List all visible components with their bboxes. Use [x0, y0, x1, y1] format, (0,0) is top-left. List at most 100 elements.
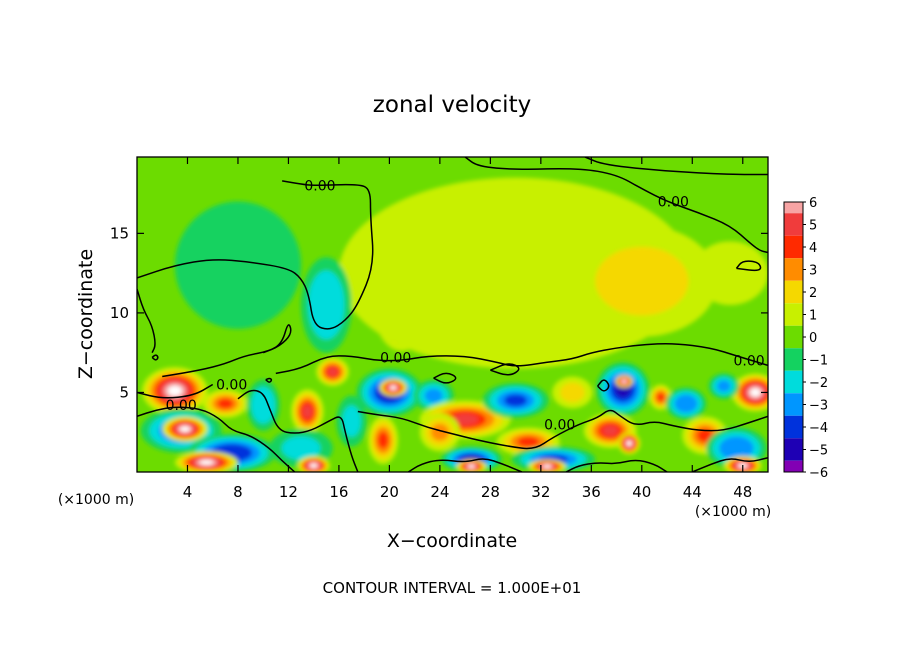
field-blob-21-level-5	[452, 414, 479, 425]
field-blob-5-level-7	[167, 385, 182, 396]
colorbar-swatch	[784, 258, 803, 281]
contour-label-3: 0.00	[733, 354, 764, 370]
field-blob-33-level-7	[626, 441, 632, 446]
contour-line-14	[490, 363, 520, 376]
field-blob-37-level-4	[725, 440, 747, 456]
contour-label-5: 0.00	[166, 398, 197, 414]
y-tick-label: 15	[110, 224, 129, 242]
colorbar-swatch	[784, 460, 803, 472]
field-blob-12-level-5	[302, 405, 313, 418]
contour-line-3	[584, 157, 768, 176]
colorbar-label: −2	[809, 376, 828, 391]
colorbar-swatch	[784, 325, 803, 349]
field-blob-15-level-7	[310, 463, 318, 468]
field-blob-11-level-3	[255, 393, 271, 417]
x-tick-label: 20	[380, 483, 399, 501]
field-blob-40-level-3	[717, 380, 731, 392]
colorbar-swatch	[784, 213, 803, 236]
contour-label-1: 0.00	[658, 195, 689, 211]
x-tick-label: 24	[430, 483, 449, 501]
field-blob-3-level-3	[315, 283, 338, 327]
y-axis-ticks: 5 10 15	[110, 224, 768, 401]
colorbar: 6 5 4 3 2 1 0 −1 −2 −3 −4 −5 −6	[783, 196, 828, 481]
contour-line-13	[433, 372, 457, 384]
colorbar-swatch	[784, 280, 803, 304]
x-tick-label: 40	[632, 483, 651, 501]
colorbar-label: 3	[809, 264, 817, 279]
colorbar-label: 6	[809, 196, 817, 211]
colorbar-swatch	[784, 235, 803, 259]
field-blob-7-level-7	[180, 426, 190, 432]
field-blob-17-level-7	[390, 385, 397, 390]
x-tick-label: 36	[582, 483, 601, 501]
contour-line-4	[162, 324, 292, 378]
field-blob-28-level-7	[543, 464, 552, 468]
x-unit-right: (×1000 m)	[695, 504, 771, 520]
colorbar-label: −4	[809, 421, 828, 436]
field-blob-18-level-4	[377, 431, 389, 449]
field-blob-19-level-2	[342, 405, 361, 437]
contour-line-0	[137, 180, 374, 330]
contour-line-18	[735, 260, 762, 272]
colorbar-swatch	[784, 303, 803, 326]
field-blob-10-level-7	[199, 460, 214, 465]
colorbar-swatch	[784, 438, 803, 461]
contour-line-8	[237, 389, 359, 472]
colorbar-swatch	[784, 370, 803, 394]
contour-label-6: 0.00	[544, 417, 575, 433]
y-axis-label: Z−coordinate	[75, 249, 97, 379]
plot-frame	[136, 156, 769, 473]
contour-line-17	[151, 354, 159, 361]
contour-line-2	[464, 157, 768, 254]
field-blob-29-level-2	[559, 382, 585, 403]
colorbar-label: 1	[809, 309, 817, 324]
field-blob-13-level-5	[327, 367, 338, 376]
x-tick-label: 48	[733, 483, 752, 501]
colorbar-label: 4	[809, 241, 817, 256]
colorbar-swatch	[784, 415, 803, 439]
colorbar-swatch	[784, 393, 803, 416]
x-unit-left: (×1000 m)	[58, 492, 134, 508]
field-blob-34-level-4	[656, 392, 665, 402]
field-blob-41-level-1	[692, 241, 768, 305]
colorbar-label: 2	[809, 286, 817, 301]
contour-interval-note: CONTOUR INTERVAL = 1.000E+01	[323, 579, 582, 597]
colorbar-swatch	[784, 348, 803, 371]
colorbar-label: −3	[809, 399, 828, 414]
colorbar-swatch	[784, 202, 803, 214]
field-blob-20-level-3	[424, 388, 443, 403]
contour-line-6	[137, 383, 214, 399]
contour-label-0: 0.00	[304, 179, 335, 195]
contour-line-1	[137, 288, 156, 354]
field-blob-39-level-7	[750, 388, 761, 397]
x-tick-label: 28	[481, 483, 500, 501]
y-tick-label: 5	[119, 383, 129, 401]
contour-line-10	[407, 458, 523, 472]
colorbar-label: −1	[809, 354, 828, 369]
field-blob-31-level-7	[622, 379, 626, 383]
y-tick-label: 10	[110, 304, 129, 322]
contour-label-2: 0.00	[380, 350, 411, 366]
field-blob-36-level-4	[696, 428, 713, 443]
contour-label-layer: 0.00 0.00 0.00 0.00 0.00 0.00 0.00	[166, 179, 765, 434]
contour-line-12	[691, 456, 768, 472]
velocity-field	[137, 157, 768, 472]
field-blob-14-level-2	[281, 436, 321, 460]
field-blob-32-level-5	[602, 425, 618, 436]
field-blob-8-level-4	[217, 398, 234, 409]
field-blob-35-level-4	[678, 398, 693, 410]
x-axis-ticks: 4 8 12 16 20 24 28 32 36 40 44 48	[183, 157, 752, 501]
contour-line-16	[265, 377, 273, 383]
zero-contours	[137, 157, 768, 472]
contour-line-11	[565, 459, 668, 472]
field-blob-4-level-1	[174, 201, 302, 329]
chart-title: zonal velocity	[373, 92, 531, 118]
x-tick-label: 16	[329, 483, 348, 501]
contour-line-9	[357, 409, 768, 450]
colorbar-label: 5	[809, 219, 817, 234]
colorbar-label: −5	[809, 444, 828, 459]
field-blob-26-level-4	[517, 436, 540, 447]
contour-line-7	[137, 406, 296, 472]
